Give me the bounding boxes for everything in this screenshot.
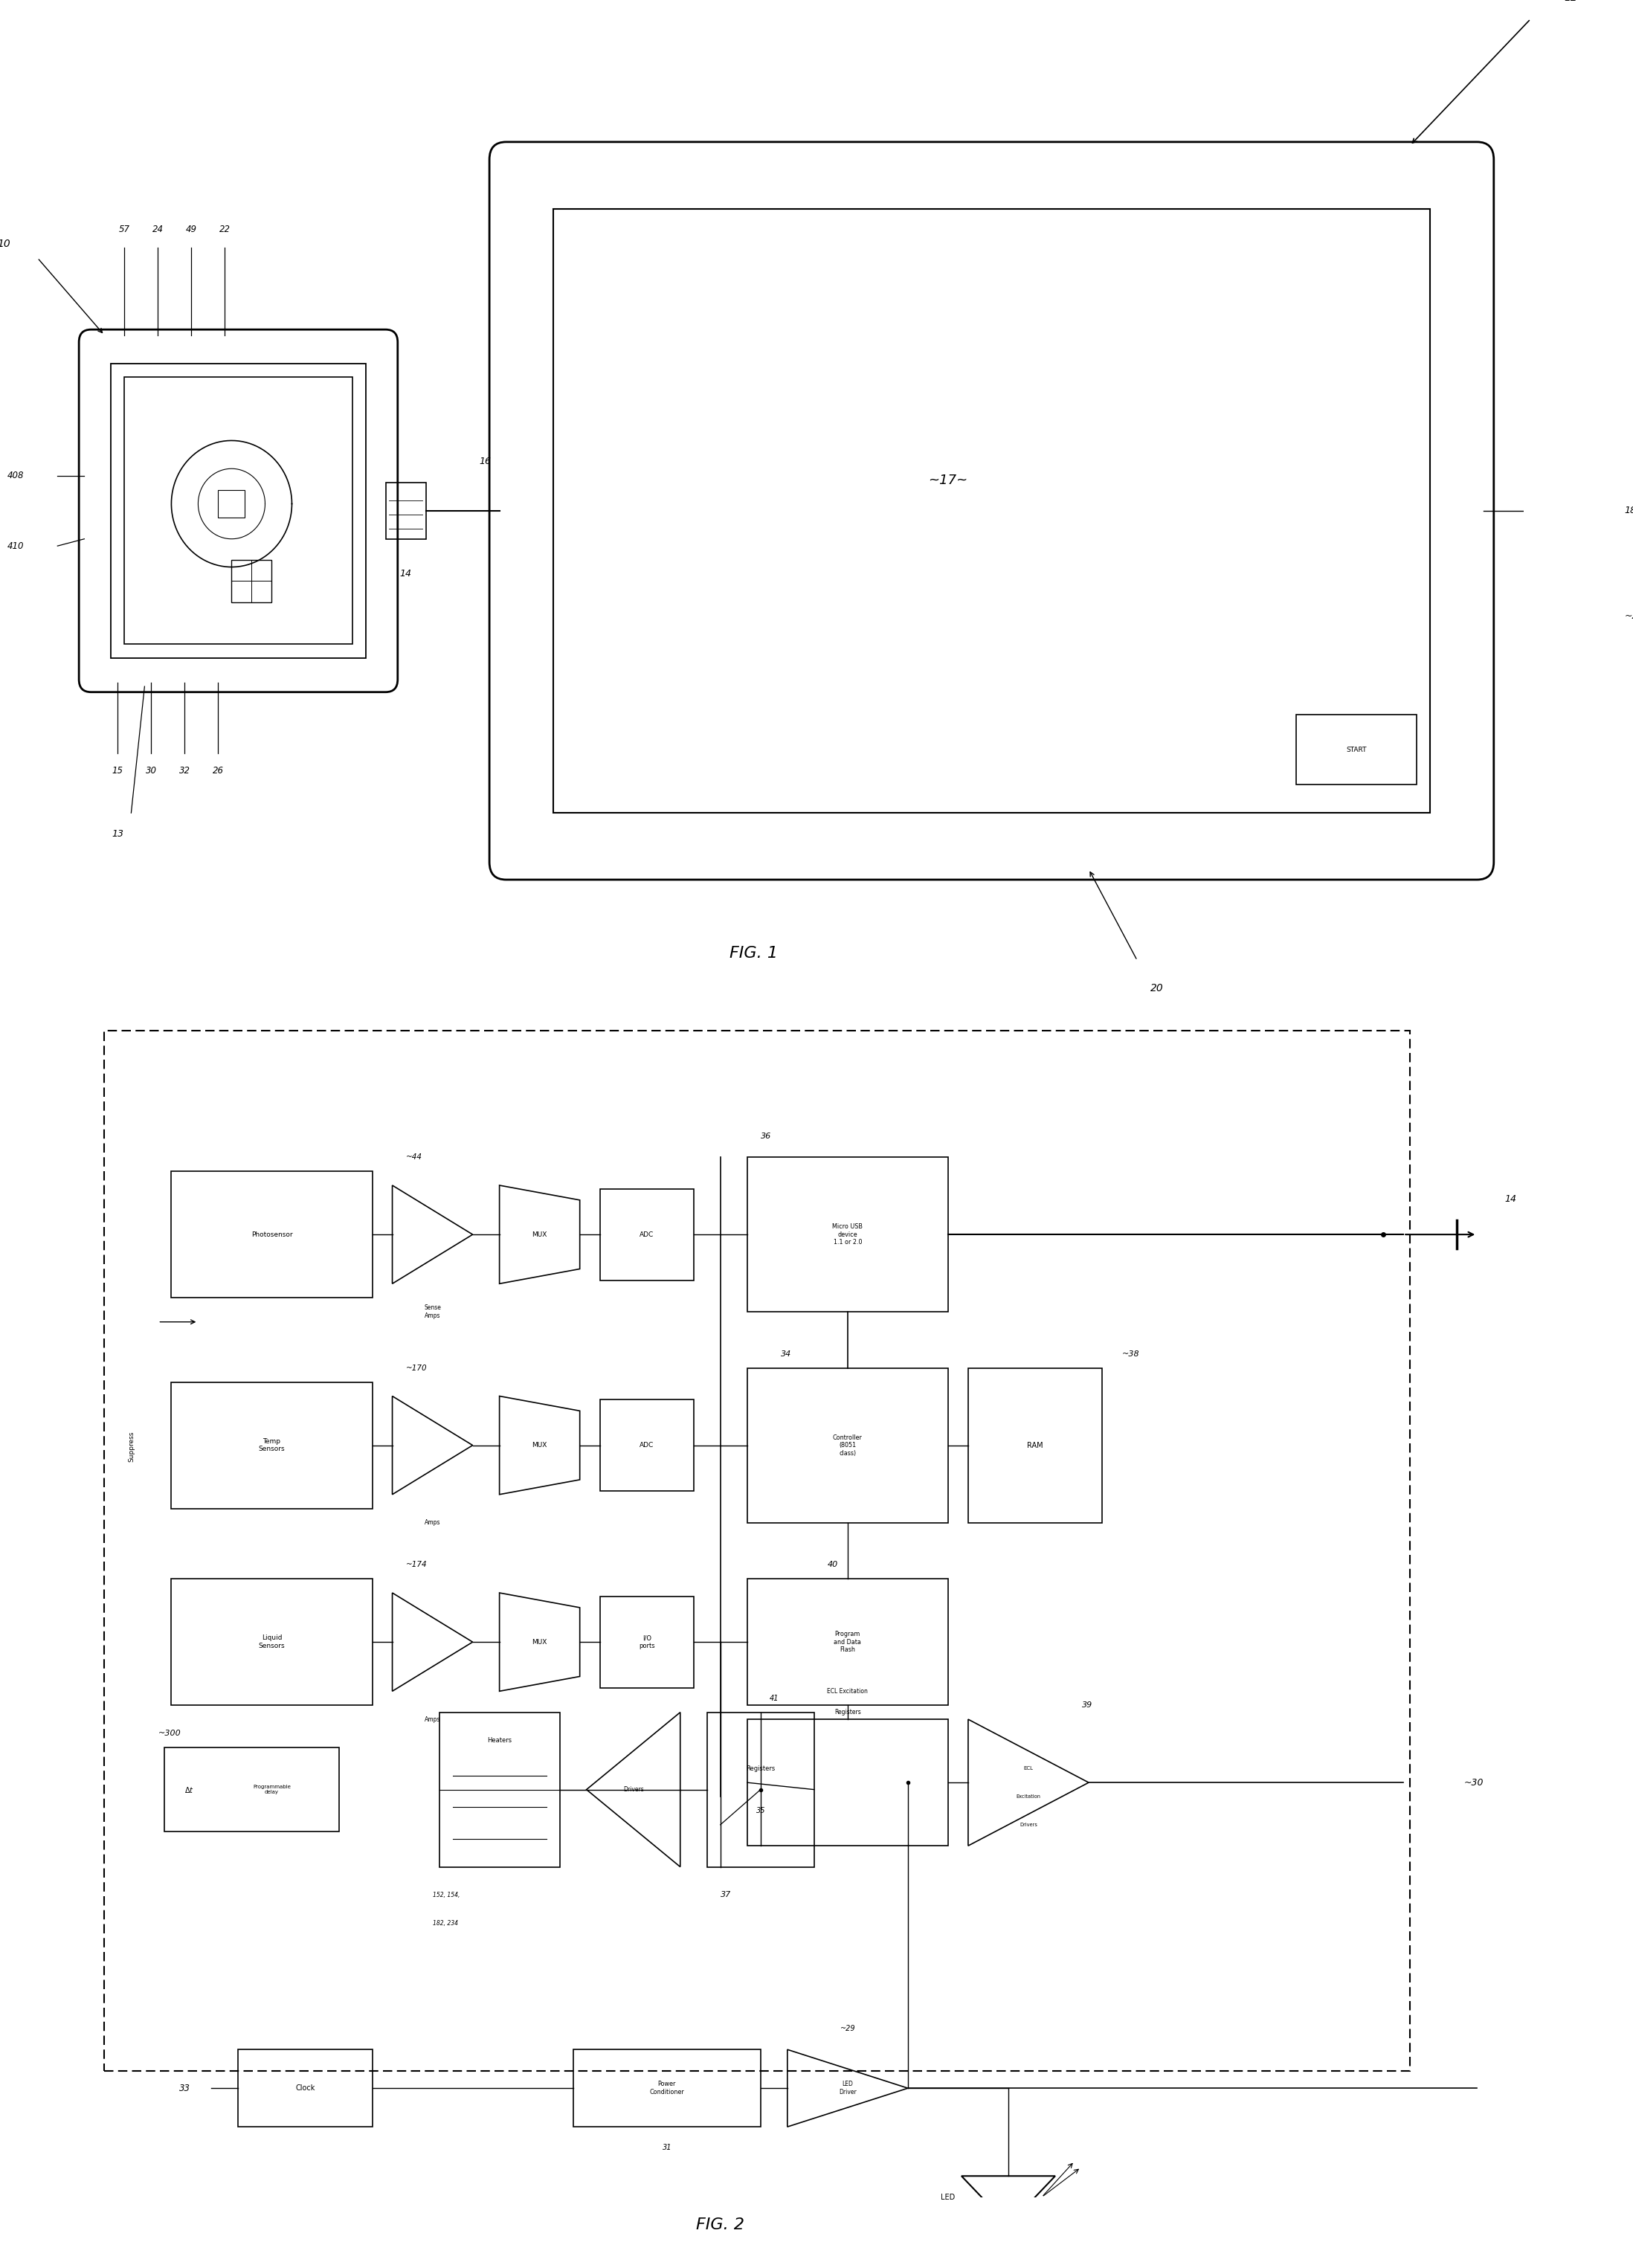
Text: Excitation: Excitation — [1016, 1794, 1040, 1799]
Text: Sense
Amps: Sense Amps — [425, 1304, 441, 1320]
Text: ECL: ECL — [1024, 1767, 1034, 1771]
Text: $\Delta t$: $\Delta t$ — [185, 1785, 194, 1794]
Bar — [599, 1399, 694, 1490]
Text: 31: 31 — [663, 2143, 671, 2152]
Text: 13: 13 — [111, 830, 124, 839]
Bar — [968, 1368, 1102, 1522]
Bar — [219, 490, 245, 517]
Text: FIG. 2: FIG. 2 — [696, 2218, 745, 2232]
Text: 408: 408 — [7, 472, 24, 481]
Text: 57: 57 — [119, 225, 131, 234]
Text: 32: 32 — [180, 767, 191, 776]
Text: ADC: ADC — [640, 1442, 653, 1449]
Bar — [165, 1746, 338, 1833]
Text: ~170: ~170 — [405, 1365, 426, 1372]
Bar — [105, 1030, 1409, 2071]
Text: Registers: Registers — [834, 1708, 861, 1715]
Text: Amps: Amps — [425, 1717, 441, 1724]
Text: 40: 40 — [828, 1560, 838, 1569]
Text: 15: 15 — [113, 767, 124, 776]
Bar — [111, 363, 366, 658]
Text: ~28: ~28 — [1625, 612, 1633, 621]
Text: Controller
(8051
class): Controller (8051 class) — [833, 1433, 862, 1456]
Text: 30: 30 — [145, 767, 157, 776]
Bar — [554, 209, 1431, 812]
Text: LED
Driver: LED Driver — [839, 2082, 856, 2096]
Text: ~38: ~38 — [1122, 1349, 1140, 1359]
Text: Temp
Sensors: Temp Sensors — [258, 1438, 286, 1452]
Text: Drivers: Drivers — [1019, 1823, 1037, 1828]
Text: 26: 26 — [212, 767, 224, 776]
Bar — [748, 1157, 949, 1311]
Text: I/O
ports: I/O ports — [639, 1635, 655, 1649]
Bar — [599, 1597, 694, 1687]
Text: 152, 154,: 152, 154, — [433, 1892, 459, 1898]
Text: 24: 24 — [152, 225, 163, 234]
Text: Program
and Data
Flash: Program and Data Flash — [834, 1631, 861, 1653]
Text: 39: 39 — [1083, 1701, 1092, 1710]
Text: Drivers: Drivers — [624, 1787, 643, 1794]
Text: MUX: MUX — [532, 1640, 547, 1644]
Text: ~17~: ~17~ — [928, 474, 967, 488]
Text: 14: 14 — [400, 569, 412, 578]
Text: 18: 18 — [1625, 506, 1633, 515]
Text: ~30: ~30 — [1463, 1778, 1483, 1787]
Text: 10: 10 — [0, 238, 11, 249]
Text: 22: 22 — [219, 225, 230, 234]
Bar — [599, 1188, 694, 1279]
Text: 36: 36 — [761, 1132, 771, 1141]
Text: 33: 33 — [180, 2084, 191, 2093]
Text: Suppress: Suppress — [127, 1431, 134, 1463]
Bar — [573, 2050, 761, 2127]
Text: 20: 20 — [1150, 984, 1163, 993]
Text: 49: 49 — [186, 225, 198, 234]
Text: START: START — [1346, 746, 1367, 753]
Bar — [171, 1381, 372, 1508]
Text: Power
Conditioner: Power Conditioner — [650, 2082, 684, 2096]
Text: Heaters: Heaters — [487, 1737, 511, 1744]
Bar — [238, 2050, 372, 2127]
Text: Photosensor: Photosensor — [251, 1232, 292, 1238]
Bar — [171, 1170, 372, 1297]
Bar — [748, 1719, 949, 1846]
Text: 12: 12 — [1564, 0, 1577, 2]
Text: Liquid
Sensors: Liquid Sensors — [258, 1635, 286, 1649]
Bar — [439, 1712, 560, 1867]
Text: 35: 35 — [756, 1808, 766, 1814]
Text: LED: LED — [941, 2193, 955, 2200]
Text: Registers: Registers — [746, 1765, 776, 1771]
Bar — [385, 483, 426, 540]
Text: 16: 16 — [480, 456, 492, 467]
Text: Programmable
delay: Programmable delay — [253, 1785, 291, 1794]
Text: ~44: ~44 — [405, 1154, 421, 1161]
Text: ~29: ~29 — [839, 2025, 856, 2032]
FancyBboxPatch shape — [490, 143, 1494, 880]
Text: FIG. 1: FIG. 1 — [730, 946, 777, 962]
Bar — [748, 1579, 949, 1706]
Text: 182, 234: 182, 234 — [433, 1919, 457, 1926]
Bar — [232, 560, 271, 601]
Text: 41: 41 — [769, 1694, 779, 1701]
FancyBboxPatch shape — [78, 329, 398, 692]
Bar — [748, 1368, 949, 1522]
Text: 410: 410 — [7, 542, 24, 551]
Bar — [707, 1712, 815, 1867]
Bar — [124, 376, 353, 644]
Text: ~300: ~300 — [158, 1730, 181, 1737]
Text: Clock: Clock — [296, 2084, 315, 2091]
Text: 34: 34 — [781, 1349, 792, 1359]
Text: Micro USB
device
1.1 or 2.0: Micro USB device 1.1 or 2.0 — [833, 1222, 862, 1245]
Text: MUX: MUX — [532, 1232, 547, 1238]
Text: RAM: RAM — [1027, 1442, 1043, 1449]
Text: MUX: MUX — [532, 1442, 547, 1449]
Text: 37: 37 — [720, 1892, 732, 1898]
Bar — [1297, 714, 1417, 785]
Text: ~174: ~174 — [405, 1560, 426, 1569]
Bar — [171, 1579, 372, 1706]
Text: ECL Excitation: ECL Excitation — [828, 1687, 869, 1694]
Text: ADC: ADC — [640, 1232, 653, 1238]
Text: 14: 14 — [1504, 1195, 1517, 1204]
Text: Amps: Amps — [425, 1520, 441, 1526]
